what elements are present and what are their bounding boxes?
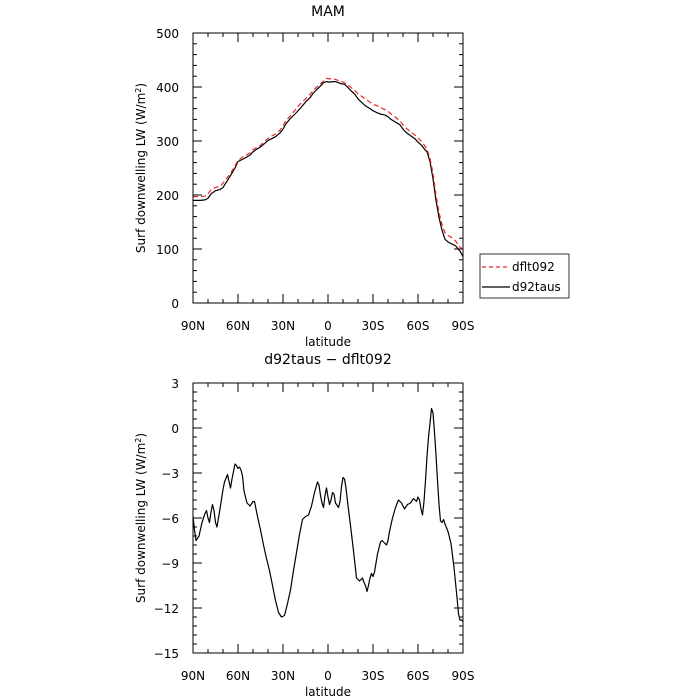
bottom-series-lines: [192, 407, 464, 622]
legend: dflt092 d92taus: [479, 253, 570, 299]
bottom-y-tick-label: −12: [154, 602, 179, 616]
top-x-axis-label: latitude: [305, 335, 351, 349]
bottom-plot-frame: [192, 382, 464, 654]
top-y-tick-label: 400: [156, 81, 179, 95]
top-tick-labels: 90N 60N 30N 0 30S 60S 90S 0 100 200 300 400 500: [156, 27, 474, 333]
top-x-tick-label: 30S: [362, 319, 385, 333]
top-axis-ticks: [192, 32, 464, 304]
top-y-tick-label: 100: [156, 243, 179, 257]
bottom-y-tick-label: 0: [171, 422, 179, 436]
bottom-y-tick-label: 3: [171, 377, 179, 391]
bottom-x-tick-label: 60N: [226, 669, 250, 683]
legend-label-dflt092: dflt092: [512, 260, 555, 274]
top-y-axis-label-text: Surf downwelling LW (W/m: [134, 93, 148, 253]
top-x-tick-label: 90S: [452, 319, 475, 333]
bottom-x-axis-label: latitude: [305, 685, 351, 699]
top-x-tick-label: 60N: [226, 319, 250, 333]
bottom-x-tick-label: 0: [324, 669, 332, 683]
top-x-tick-label: 60S: [407, 319, 430, 333]
bottom-axis-ticks: [192, 382, 464, 654]
bottom-series-difference: [192, 407, 464, 622]
bottom-y-tick-label: −6: [161, 512, 179, 526]
bottom-chart-title: d92taus − dflt092: [264, 352, 391, 368]
bottom-y-axis-label: Surf downwelling LW (W/m2): [134, 433, 149, 603]
bottom-y-axis-label-text: Surf downwelling LW (W/m: [134, 443, 148, 603]
top-y-axis-label: Surf downwelling LW (W/m2): [134, 83, 149, 253]
top-x-tick-label: 90N: [181, 319, 205, 333]
top-x-tick-label: 30N: [271, 319, 295, 333]
top-series-d92taus: [193, 80, 464, 257]
bottom-tick-labels: 90N 60N 30N 0 30S 60S 90S 3 0 −3 −6 −9 −12 −15: [154, 377, 475, 683]
bottom-y-tick-label: −3: [161, 467, 179, 481]
top-y-tick-label: 0: [171, 297, 179, 311]
bottom-x-tick-label: 60S: [407, 669, 430, 683]
bottom-y-tick-label: −9: [161, 557, 179, 571]
top-plot-frame: [192, 32, 464, 304]
top-y-axis-label-rest: ): [134, 83, 148, 88]
legend-label-d92taus: d92taus: [512, 280, 561, 294]
bottom-x-tick-label: 90N: [181, 669, 205, 683]
panel-bottom: d92taus − dflt092 Surf downwelling LW (W…: [134, 352, 475, 699]
bottom-x-tick-label: 30S: [362, 669, 385, 683]
bottom-y-tick-label: −15: [154, 647, 179, 661]
bottom-y-axis-label-sup: 2: [134, 438, 143, 443]
bottom-x-tick-label: 30N: [271, 669, 295, 683]
bottom-y-axis-label-rest: ): [134, 433, 148, 438]
legend-box: [479, 253, 570, 299]
top-series-dflt092: [193, 77, 464, 250]
top-x-tick-label: 0: [324, 319, 332, 333]
top-y-axis-label-sup: 2: [134, 88, 143, 93]
top-y-tick-label: 500: [156, 27, 179, 41]
top-y-tick-label: 300: [156, 135, 179, 149]
top-y-tick-label: 200: [156, 189, 179, 203]
top-chart-title: MAM: [311, 4, 345, 20]
bottom-x-tick-label: 90S: [452, 669, 475, 683]
top-series-lines: [193, 77, 464, 257]
panel-top: MAM Surf downwelling LW (W/m2) latitude …: [134, 4, 475, 349]
